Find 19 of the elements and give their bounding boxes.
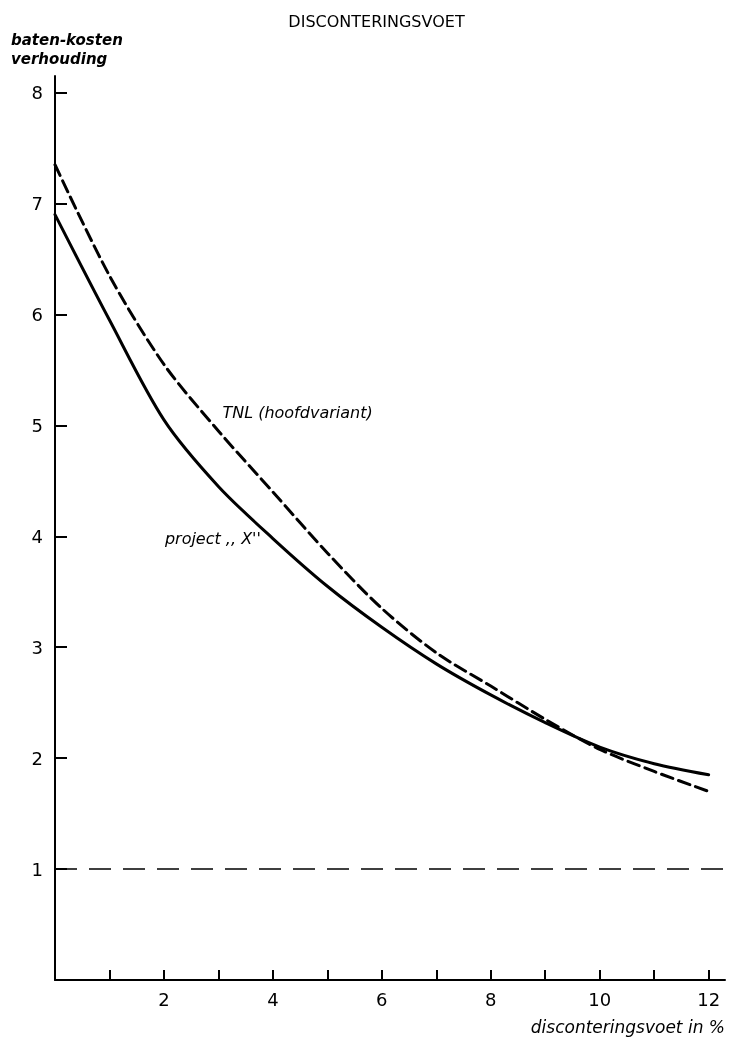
y-tick-label: 6 <box>31 303 43 325</box>
series-label: TNL (hoofdvariant) <box>222 403 373 423</box>
chart-title: DISCONTERINGSVOET <box>288 11 465 31</box>
y-tick-label: 4 <box>31 525 43 547</box>
x-tick-label: 8 <box>485 988 497 1010</box>
y-tick-label: 7 <box>31 193 43 215</box>
x-tick-label: 10 <box>588 988 612 1010</box>
series-label: project ,, X'' <box>163 529 261 549</box>
x-tick-label: 2 <box>158 988 170 1010</box>
x-tick-label: 6 <box>376 988 388 1010</box>
y-axis-title: baten-kosten verhouding <box>11 30 123 68</box>
y-tick-label: 2 <box>31 747 43 769</box>
y-tick-label: 8 <box>31 82 43 104</box>
x-tick-label: 4 <box>267 988 279 1010</box>
y-tick-label: 3 <box>31 636 43 658</box>
y-tick-label: 1 <box>31 858 43 880</box>
x-tick-label: 12 <box>697 988 721 1010</box>
x-axis-title: disconteringsvoet in % <box>530 1016 725 1037</box>
y-tick-label: 5 <box>31 414 43 436</box>
